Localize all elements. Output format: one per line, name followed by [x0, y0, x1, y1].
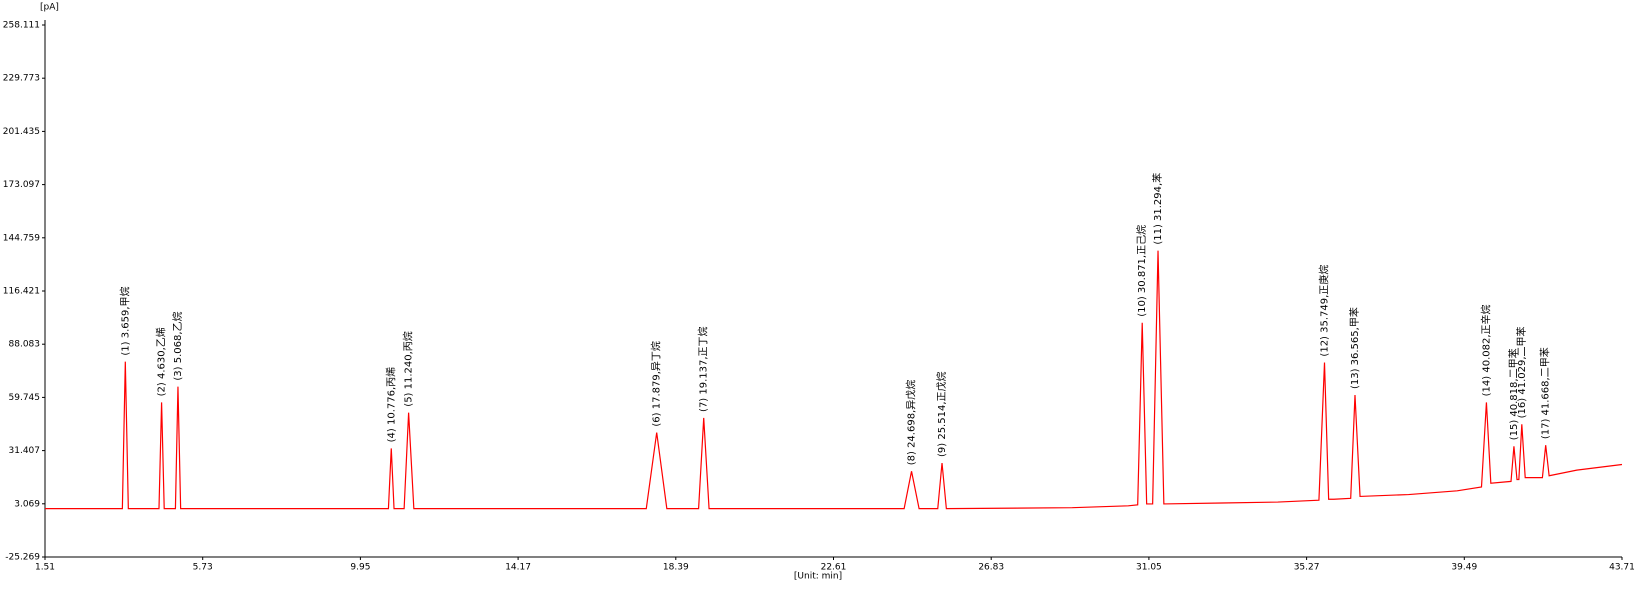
peak-label: (3) 5.068,乙烷: [171, 311, 184, 380]
peak-label: (11) 31.294,苯: [1151, 173, 1164, 245]
y-tick-label: 258.111: [3, 21, 40, 31]
x-tick-label: 26.83: [978, 563, 1004, 573]
peak-label: (13) 36.565,甲苯: [1348, 307, 1361, 389]
x-tick-label: 9.95: [350, 563, 370, 573]
peak-label: (5) 11.240,丙烷: [402, 331, 415, 407]
peak-label: (4) 10.776,丙烯: [384, 367, 397, 443]
y-tick-label: 88.083: [9, 340, 41, 350]
peak-label: (8) 24.698,异戊烷: [905, 380, 918, 466]
y-tick-label: 229.773: [3, 74, 40, 84]
y-tick-label: 116.421: [3, 287, 40, 297]
y-tick-label: 144.759: [3, 233, 40, 243]
x-tick-label: 18.39: [663, 563, 689, 573]
peak-label: (7) 19.137,正丁烷: [697, 326, 710, 412]
y-tick-label: -25.269: [5, 553, 40, 563]
x-axis-label: [Unit: min]: [794, 572, 842, 582]
x-tick-label: 22.61: [821, 563, 847, 573]
x-tick-label: 1.51: [35, 563, 55, 573]
peak-label: (2) 4.630,乙烯: [155, 327, 168, 396]
y-unit: [pA]: [40, 3, 59, 13]
x-tick-label: 5.73: [193, 563, 213, 573]
y-tick-label: 59.745: [9, 393, 41, 403]
trace: [45, 250, 1623, 510]
peak-label: (9) 25.514,正戊烷: [935, 371, 948, 457]
peak-label: (16) 41.029,二甲苯: [1515, 326, 1528, 418]
peak-label: (14) 40.082,正辛烷: [1479, 304, 1492, 396]
y-tick-label: 173.097: [3, 180, 40, 190]
x-tick-label: 39.49: [1451, 563, 1477, 573]
peak-label: (15) 40.818,二甲苯: [1507, 348, 1520, 440]
peak-label: (6) 17.879,异丁烷: [650, 341, 663, 427]
x-tick-label: 14.17: [505, 563, 531, 573]
peak-label: (10) 30.871,正己烷: [1135, 225, 1148, 317]
x-tick-label: 31.05: [1136, 563, 1162, 573]
peak-label: (17) 41.668,二甲苯: [1539, 347, 1552, 439]
x-tick-label: 43.71: [1609, 563, 1635, 573]
y-tick-label: 201.435: [3, 127, 40, 137]
y-tick-label: 31.407: [9, 446, 41, 456]
y-tick-label: 3.069: [14, 499, 40, 509]
peak-label: (12) 35.749,正庚烷: [1318, 265, 1331, 357]
peak-label: (1) 3.659,甲烷: [118, 286, 131, 355]
x-tick-label: 35.27: [1294, 563, 1320, 573]
